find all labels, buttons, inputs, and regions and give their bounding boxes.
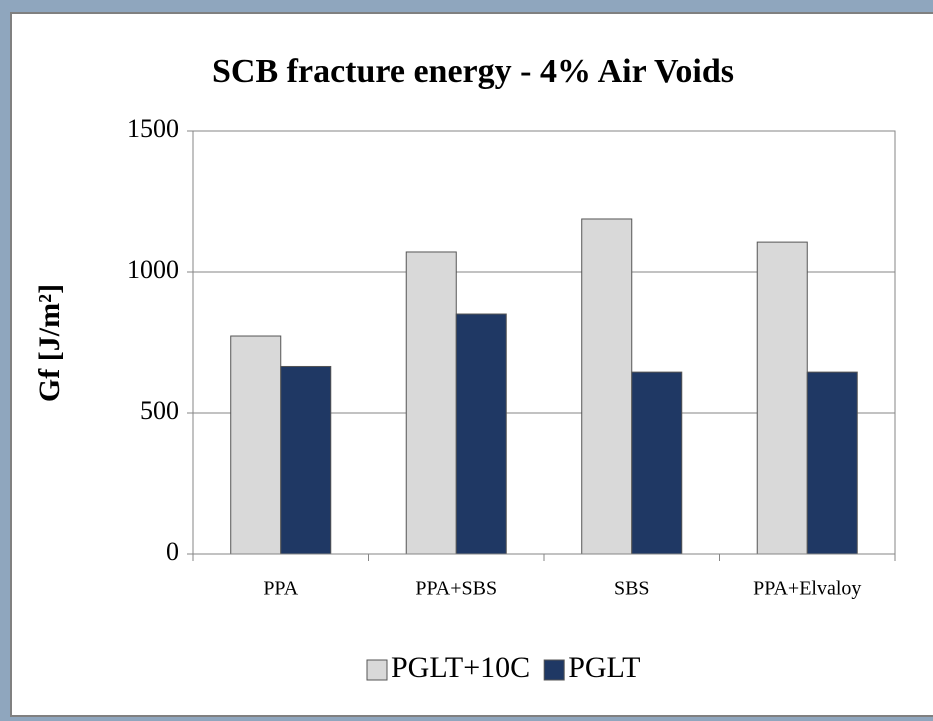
bar [230, 335, 282, 555]
bar [280, 365, 332, 555]
bar [631, 371, 683, 555]
legend-swatch [543, 659, 565, 681]
legend-label: PGLT+10C [391, 651, 530, 684]
legend-label: PGLT [568, 651, 640, 684]
bar [756, 241, 808, 555]
bar [581, 218, 633, 555]
y-tick-label: 1500 [127, 114, 179, 143]
y-tick-label: 500 [140, 396, 179, 425]
y-tick-label: 1000 [127, 255, 179, 284]
x-tick-label: PPA+SBS [415, 578, 497, 600]
bar [405, 251, 457, 555]
bar [455, 313, 507, 555]
x-tick-label: PPA+Elvaloy [753, 578, 861, 600]
legend-swatch [366, 659, 388, 681]
chart-title: SCB fracture energy - 4% Air Voids [212, 53, 734, 90]
bar [806, 371, 858, 555]
y-axis-label: Gf [J/m²] [33, 284, 66, 402]
x-tick-label: SBS [614, 578, 650, 600]
x-tick-label: PPA [263, 578, 298, 600]
y-tick-label: 0 [166, 537, 179, 566]
